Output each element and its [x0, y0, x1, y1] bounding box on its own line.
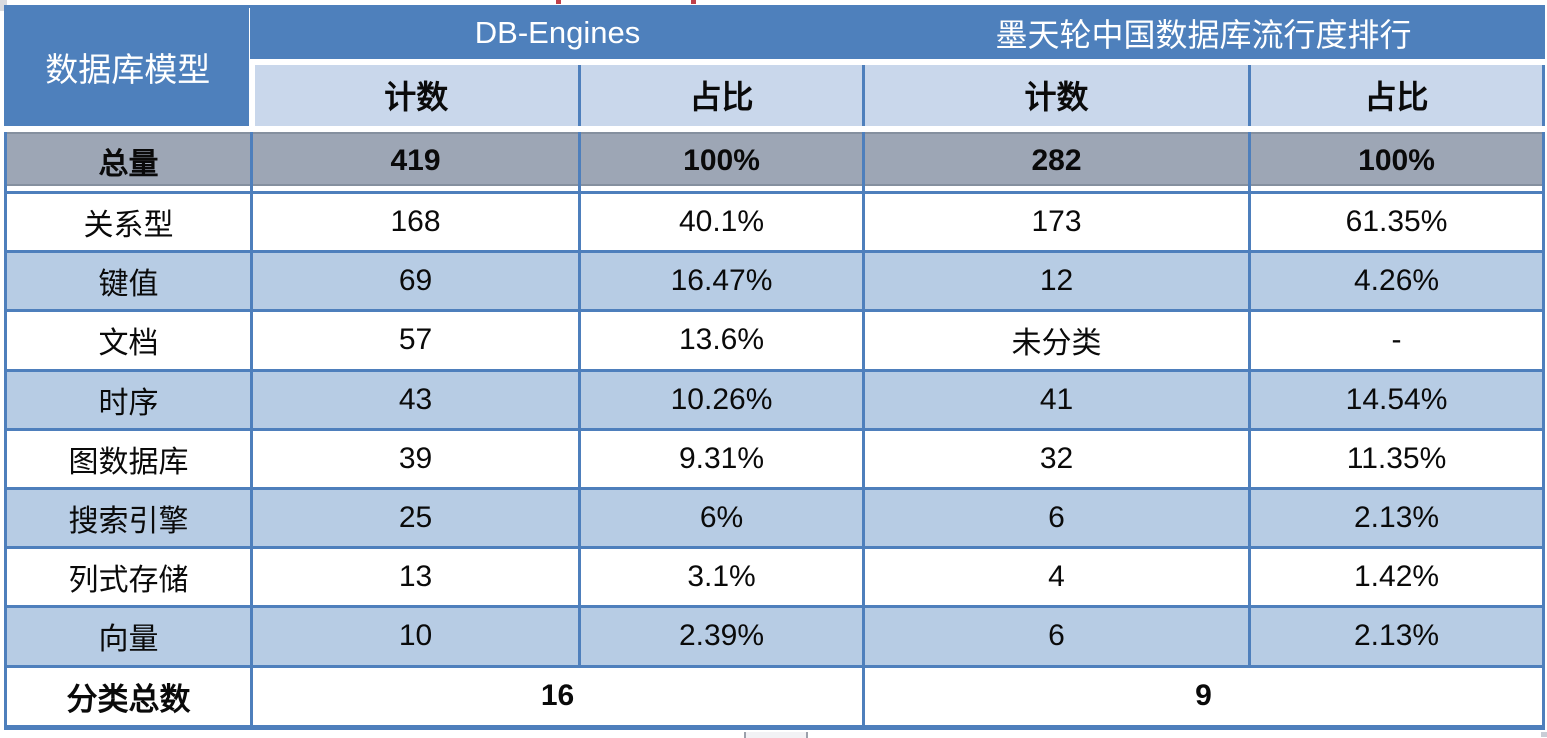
cell-db-count: 10 [250, 605, 581, 668]
cell-mt-count: 282 [862, 126, 1252, 194]
table-row-total: 总量 419 100% 282 100% [4, 126, 1546, 194]
subheader-db-count: 计数 [248, 58, 581, 131]
cell-mt-category-total: 9 [862, 664, 1546, 730]
table-row: 列式存储 13 3.1% 4 1.42% [4, 546, 1546, 609]
top-left-edge-fragment [0, 0, 7, 11]
cell-db-category-total: 16 [249, 664, 866, 730]
cell-db-count: 13 [250, 546, 581, 609]
cell-mt-count: 6 [862, 605, 1252, 668]
cell-mt-share: 2.13% [1248, 486, 1546, 550]
cell-mt-count: 未分类 [862, 309, 1252, 372]
cell-db-count: 57 [250, 309, 581, 372]
row-label: 图数据库 [4, 427, 253, 490]
table-row: 向量 10 2.39% 6 2.13% [4, 605, 1546, 668]
cell-mt-share: 11.35% [1248, 427, 1546, 490]
cell-db-share: 100% [577, 126, 866, 194]
cell-db-share: 6% [577, 486, 866, 550]
row-label: 向量 [4, 605, 253, 668]
bottom-right-edge-fragment [1541, 732, 1547, 737]
row-label: 列式存储 [4, 546, 253, 609]
cell-db-count: 43 [250, 368, 581, 431]
table-row-summary: 分类总数 16 9 [4, 664, 1546, 730]
database-model-comparison-table: 数据库模型 DB-Engines 墨天轮中国数据库流行度排行 计数 占比 计数 … [4, 4, 1546, 730]
row-label: 文档 [4, 309, 253, 372]
cell-db-share: 9.31% [577, 427, 866, 490]
group-header-motianlun: 墨天轮中国数据库流行度排行 [862, 4, 1546, 64]
row-label: 分类总数 [4, 664, 253, 730]
cell-mt-count: 173 [862, 190, 1252, 254]
cell-db-share: 13.6% [577, 309, 866, 372]
cell-mt-share: - [1248, 309, 1546, 372]
cell-db-count: 25 [250, 486, 581, 550]
table-row: 时序 43 10.26% 41 14.54% [4, 368, 1546, 431]
row-label: 关系型 [4, 190, 253, 254]
cell-mt-count: 4 [862, 546, 1252, 609]
row-label: 搜索引擎 [4, 486, 253, 550]
row-label: 时序 [4, 368, 253, 431]
table-row: 文档 57 13.6% 未分类 - [4, 309, 1546, 372]
cell-mt-count: 12 [862, 250, 1252, 313]
group-header-db-engines: DB-Engines [249, 4, 866, 64]
table-row: 图数据库 39 9.31% 32 11.35% [4, 427, 1546, 490]
red-text-artifact-2 [691, 0, 696, 4]
row-label: 键值 [4, 250, 253, 313]
sub-header-row: 计数 占比 计数 占比 [6, 58, 1546, 131]
cell-db-count: 419 [250, 126, 581, 194]
cell-mt-share: 2.13% [1248, 605, 1546, 668]
cell-db-share: 10.26% [577, 368, 866, 431]
cell-mt-share: 100% [1248, 126, 1546, 194]
cell-db-share: 40.1% [577, 190, 866, 254]
cell-db-share: 16.47% [577, 250, 866, 313]
horizontal-scrollbar-thumb[interactable] [744, 732, 808, 738]
cell-mt-share: 1.42% [1248, 546, 1546, 609]
cell-db-share: 3.1% [577, 546, 866, 609]
subheader-mt-share: 占比 [1248, 58, 1546, 131]
table-row: 关系型 168 40.1% 173 61.35% [4, 190, 1546, 254]
subheader-db-share: 占比 [577, 58, 866, 131]
cell-mt-share: 61.35% [1248, 190, 1546, 254]
cell-db-count: 69 [250, 250, 581, 313]
subheader-mt-count: 计数 [862, 58, 1252, 131]
cell-mt-count: 6 [862, 486, 1252, 550]
cell-mt-share: 4.26% [1248, 250, 1546, 313]
cell-mt-share: 14.54% [1248, 368, 1546, 431]
corner-header-cell: 数据库模型 [4, 5, 253, 131]
cell-db-share: 2.39% [577, 605, 866, 668]
row-label: 总量 [4, 126, 253, 194]
table-row: 搜索引擎 25 6% 6 2.13% [4, 486, 1546, 550]
group-header-row: 数据库模型 DB-Engines 墨天轮中国数据库流行度排行 [4, 4, 1546, 131]
red-text-artifact-1 [556, 0, 561, 4]
cell-db-count: 168 [250, 190, 581, 254]
cell-db-count: 39 [250, 427, 581, 490]
cell-mt-count: 32 [862, 427, 1252, 490]
table-row: 键值 69 16.47% 12 4.26% [4, 250, 1546, 313]
cell-mt-count: 41 [862, 368, 1252, 431]
